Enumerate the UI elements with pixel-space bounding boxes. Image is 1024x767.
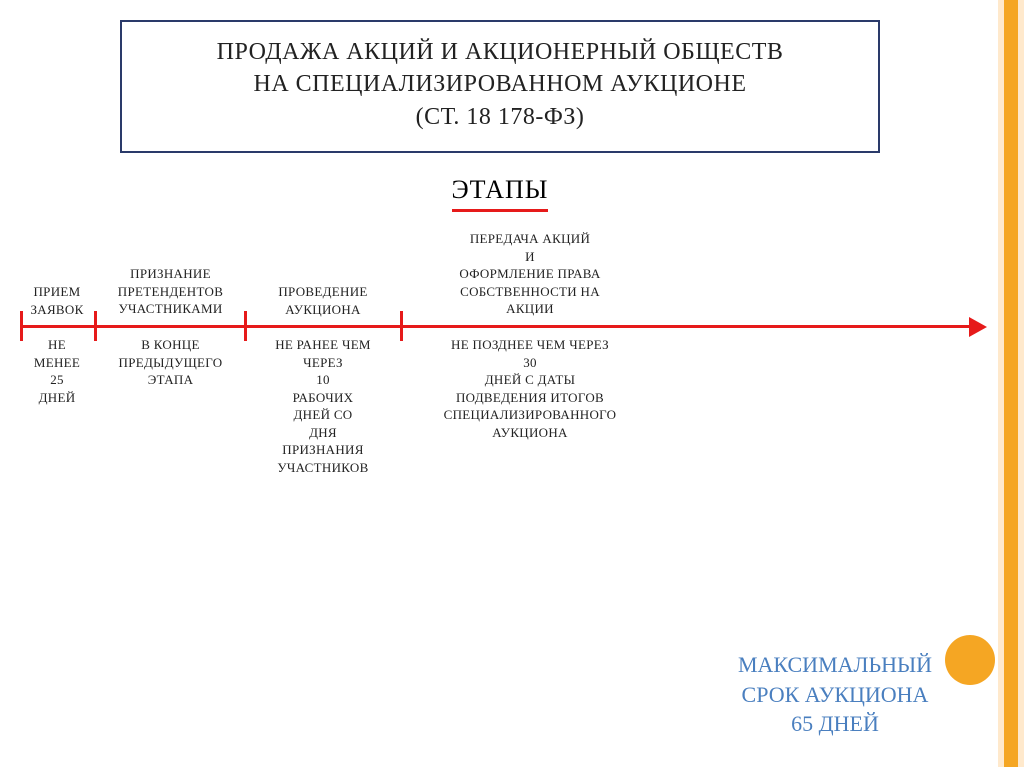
stage-top-label-0: ПРИЕМЗАЯВОК [22, 283, 92, 318]
summary-line-1: МАКСИМАЛЬНЫЙ [720, 650, 950, 680]
stage-bottom-label-0: НЕМЕНЕЕ25ДНЕЙ [22, 336, 92, 406]
stage-bottom-label-3: НЕ ПОЗДНЕЕ ЧЕМ ЧЕРЕЗ30ДНЕЙ С ДАТЫПОДВЕДЕ… [405, 336, 655, 441]
stage-top-label-2: ПРОВЕДЕНИЕАУКЦИОНА [248, 283, 398, 318]
stage-top-label-3: ПЕРЕДАЧА АКЦИЙИОФОРМЛЕНИЕ ПРАВАСОБСТВЕНН… [405, 230, 655, 318]
side-strips [998, 0, 1024, 767]
summary-line-3: 65 ДНЕЙ [720, 709, 950, 739]
section-label-wrap: ЭТАПЫ [0, 175, 1000, 212]
section-label: ЭТАПЫ [452, 175, 549, 212]
title-line-2: НА СПЕЦИАЛИЗИРОВАННОМ АУКЦИОНЕ [142, 68, 858, 100]
strip-dark [1004, 0, 1018, 767]
timeline-arrow-icon [969, 317, 987, 337]
stage-bottom-label-1: В КОНЦЕПРЕДЫДУЩЕГОЭТАПА [98, 336, 243, 389]
decorative-circle-icon [945, 635, 995, 685]
timeline-tick-1 [94, 311, 97, 341]
title-line-3: (СТ. 18 178-ФЗ) [142, 101, 858, 133]
stage-top-label-1: ПРИЗНАНИЕПРЕТЕНДЕНТОВУЧАСТНИКАМИ [98, 265, 243, 318]
timeline-tick-3 [400, 311, 403, 341]
title-line-1: ПРОДАЖА АКЦИЙ И АКЦИОНЕРНЫЙ ОБЩЕСТВ [142, 36, 858, 68]
timeline-tick-2 [244, 311, 247, 341]
summary-text: МАКСИМАЛЬНЫЙ СРОК АУКЦИОНА 65 ДНЕЙ [720, 650, 950, 739]
strip-light-2 [1018, 0, 1024, 767]
timeline-line [20, 325, 975, 328]
title-box: ПРОДАЖА АКЦИЙ И АКЦИОНЕРНЫЙ ОБЩЕСТВ НА С… [120, 20, 880, 153]
summary-line-2: СРОК АУКЦИОНА [720, 680, 950, 710]
stage-bottom-label-2: НЕ РАНЕЕ ЧЕМЧЕРЕЗ10РАБОЧИХДНЕЙ СОДНЯПРИЗ… [248, 336, 398, 476]
